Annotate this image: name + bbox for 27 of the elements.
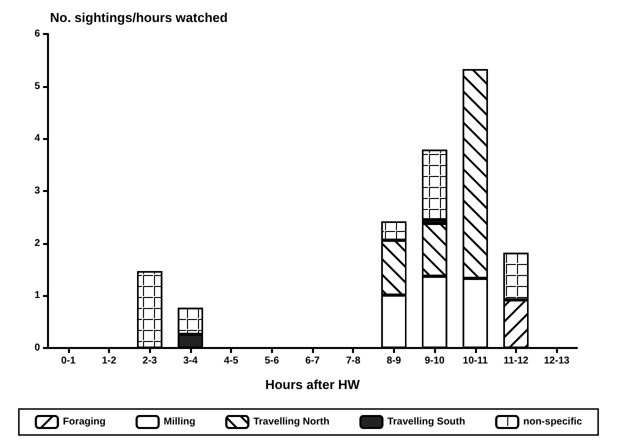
x-tick-label: 5-6 xyxy=(264,356,280,366)
x-tick-label: 1-2 xyxy=(102,356,117,366)
x-axis-title: Hours after HW xyxy=(265,377,361,392)
x-tick-label: 4-5 xyxy=(224,356,239,366)
x-tick-label: 9-10 xyxy=(424,356,446,366)
x-tick-label: 0-1 xyxy=(61,356,76,366)
y-axis-title: No. sightings/hours watched xyxy=(50,10,228,25)
y-tick-label: 5 xyxy=(34,80,40,92)
x-tick-label: 7-8 xyxy=(346,356,361,366)
legend-label: Milling xyxy=(164,416,196,428)
x-tick-label: 6-7 xyxy=(305,356,320,366)
x-tick-label: 10-11 xyxy=(462,356,488,366)
x-tick-label: 8-9 xyxy=(386,356,402,366)
y-tick-label: 3 xyxy=(34,186,40,196)
x-tick-label: 3-4 xyxy=(183,356,198,366)
legend-label: Foraging xyxy=(62,416,106,428)
y-tick-label: 1 xyxy=(34,290,40,302)
legend-label: non-specific xyxy=(523,416,583,428)
x-tick-label: 12-13 xyxy=(544,356,570,366)
legend-label: Travelling South xyxy=(387,416,466,428)
x-tick-label: 2-3 xyxy=(142,356,158,366)
y-tick-label: 6 xyxy=(34,28,40,40)
legend-label: Travelling North xyxy=(253,416,330,428)
y-tick-label: 0 xyxy=(34,342,40,354)
y-tick-label: 2 xyxy=(34,238,40,249)
x-tick-label: 11-12 xyxy=(503,356,529,366)
y-tick-label: 4 xyxy=(34,133,40,144)
